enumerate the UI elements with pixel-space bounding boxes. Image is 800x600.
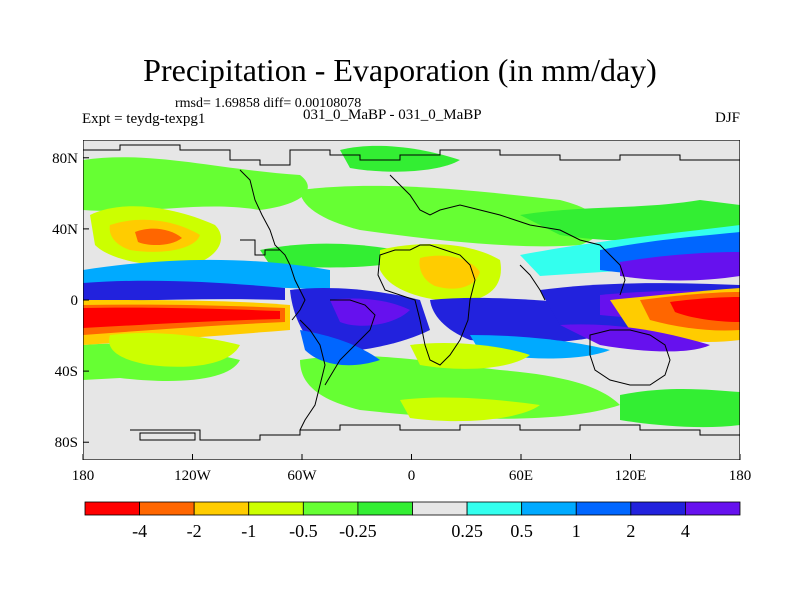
contour-region: [419, 255, 480, 289]
colorbar-swatch: [521, 501, 577, 516]
lat-tick-label: 80N: [52, 151, 78, 167]
colorbar-label: -1: [241, 521, 256, 541]
stats-text: rmsd= 1.69858 diff= 0.00108078: [175, 96, 362, 111]
colorbar-swatch: [630, 501, 686, 516]
experiment-label: Expt = teydg-texpg1: [82, 111, 206, 127]
contour-region: [135, 228, 182, 246]
contour-region: [300, 330, 380, 366]
colorbar-label: -4: [132, 521, 147, 541]
lon-tick-label: 120E: [615, 468, 647, 484]
colorbar-label: 4: [681, 521, 690, 541]
colorbar-label: -0.5: [289, 521, 318, 541]
contour-region: [83, 307, 280, 328]
plot-title: Precipitation - Evaporation (in mm/day): [143, 52, 657, 88]
colorbar-label: 0.5: [510, 521, 533, 541]
lon-tick-label: 180: [72, 468, 95, 484]
contour-region: [300, 355, 620, 419]
lat-tick-label: 40S: [55, 364, 78, 380]
antarctic-peninsula: [139, 432, 196, 441]
lon-axis: 180 120W 60W 0 60E 120E 180: [72, 454, 752, 484]
lat-tick-label: 80S: [55, 435, 78, 451]
map-panel: [83, 140, 740, 460]
colorbar-label: -2: [187, 521, 202, 541]
contour-region: [83, 157, 308, 212]
colorbar-swatch: [139, 501, 195, 516]
colorbar-label: -0.25: [339, 521, 377, 541]
case-label: 031_0_MaBP - 031_0_MaBP: [303, 107, 482, 123]
contour-region: [410, 343, 530, 369]
eurasia-coast: [389, 174, 626, 296]
season-label: DJF: [714, 110, 740, 126]
contour-region: [620, 388, 740, 428]
australia-coast: [589, 329, 671, 386]
lon-tick-label: 0: [408, 468, 416, 484]
antarctic-coast: [130, 424, 740, 441]
lon-tick-label: 60E: [509, 468, 533, 484]
contour-region: [330, 298, 410, 326]
colorbar-swatch: [193, 501, 250, 516]
south-america-west-coast: [299, 319, 326, 431]
contour-region: [560, 324, 710, 352]
north-america-coast: [239, 169, 306, 321]
colorbar-swatch: [84, 501, 140, 516]
contour-region: [300, 185, 602, 247]
colorbar-swatch: [575, 501, 632, 516]
contour-region: [670, 297, 740, 322]
colorbar-label: 0.25: [451, 521, 483, 541]
contour-region: [620, 252, 740, 281]
india-coast: [519, 264, 546, 301]
arctic-coast: [83, 144, 740, 166]
contour-region: [520, 200, 740, 241]
contour-region: [83, 280, 285, 302]
lat-tick-label: 0: [71, 293, 79, 309]
colorbar-swatch: [302, 501, 359, 516]
colorbar-swatch: [685, 501, 741, 516]
colorbar-label: 2: [626, 521, 635, 541]
colorbar-swatch: [248, 501, 304, 516]
colorbar-swatch: [466, 501, 523, 516]
lat-tick-label: 40N: [52, 222, 78, 238]
colorbar: -4 -2 -1 -0.5 -0.25 0.25 0.5 1 2 4: [84, 501, 741, 541]
africa-coast: [377, 244, 476, 366]
colorbar-label: 1: [572, 521, 581, 541]
colorbar-swatch: [412, 501, 468, 516]
contour-region: [400, 397, 540, 422]
coastlines: [83, 144, 740, 441]
gulf-coast: [240, 239, 280, 256]
lat-axis: 80N 40N 0 40S 80S: [52, 151, 89, 451]
south-america-east-coast: [324, 299, 376, 386]
contour-region: [109, 333, 241, 367]
colorbar-swatch: [357, 501, 413, 516]
lon-tick-label: 60W: [287, 468, 317, 484]
lon-tick-label: 180: [729, 468, 752, 484]
lon-tick-label: 120W: [174, 468, 212, 484]
